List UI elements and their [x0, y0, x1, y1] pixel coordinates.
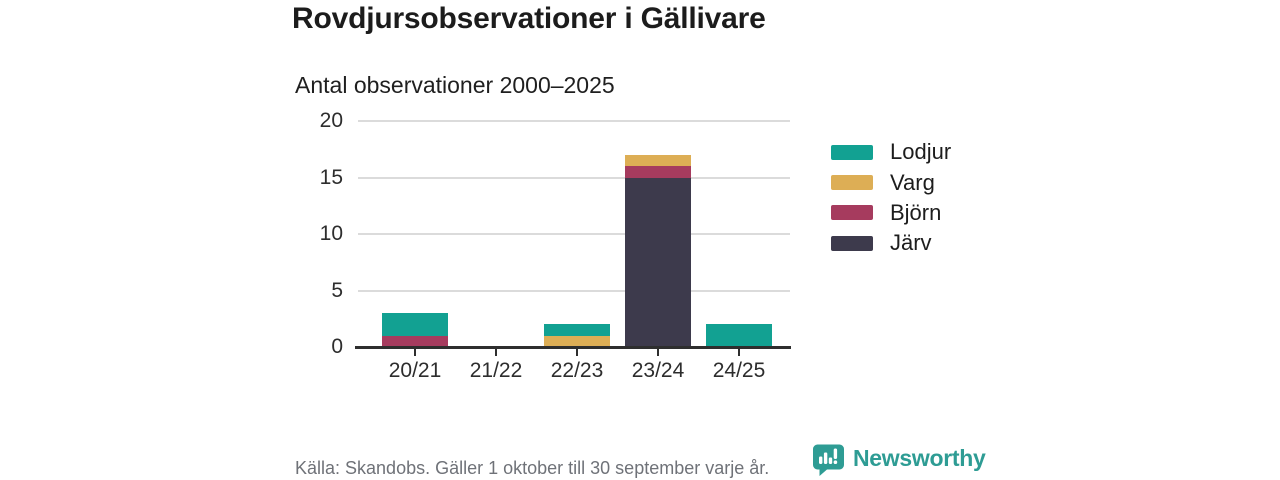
legend-swatch — [831, 144, 873, 160]
legend-item: Järv — [831, 228, 951, 258]
legend-label: Björn — [890, 199, 942, 225]
gridline — [358, 289, 790, 292]
legend-swatch — [831, 235, 873, 251]
y-axis-label: 20 — [319, 109, 343, 132]
gridline — [358, 233, 790, 235]
bar-segment-lodjur — [382, 313, 448, 336]
y-axis-label: 15 — [319, 165, 343, 189]
legend-swatch — [831, 175, 873, 191]
bar-segment-lodjur — [706, 324, 772, 347]
bar-segment-varg — [544, 335, 610, 347]
x-axis-label: 21/22 — [469, 359, 523, 382]
x-axis-tick — [495, 349, 497, 356]
newsworthy-wordmark: Newsworthy — [853, 445, 986, 471]
gridline — [358, 120, 790, 122]
x-axis-line — [355, 346, 791, 349]
x-axis-tick — [414, 349, 416, 356]
legend-label: Järv — [890, 230, 932, 256]
gridline — [358, 176, 790, 179]
newsworthy-bubble-chart-icon — [813, 444, 844, 476]
legend-item: Lodjur — [831, 137, 951, 167]
x-axis-label: 22/23 — [550, 359, 604, 382]
legend-item: Björn — [831, 198, 951, 228]
x-axis-tick — [657, 349, 659, 356]
newsworthy-logo: Newsworthy — [812, 443, 986, 477]
bar-segment-järv — [625, 177, 691, 347]
source-note: Källa: Skandobs. Gäller 1 oktober till 3… — [295, 458, 770, 478]
chart-title: Rovdjursobservationer i Gällivare — [292, 2, 766, 35]
chart-subtitle: Antal observationer 2000–2025 — [295, 72, 615, 98]
y-axis-label: 0 — [331, 335, 343, 358]
legend: Lodjur Varg Björn Järv — [831, 137, 951, 259]
x-axis-label: 23/24 — [631, 359, 685, 382]
x-axis-tick — [576, 349, 578, 356]
bar-segment-björn — [625, 166, 691, 178]
legend-swatch — [831, 205, 873, 221]
y-axis-label: 5 — [331, 278, 343, 302]
legend-item: Varg — [831, 167, 951, 197]
x-axis-label: 20/21 — [388, 359, 442, 382]
y-axis-label: 10 — [319, 222, 343, 245]
x-axis-tick — [738, 349, 740, 356]
bar-segment-lodjur — [544, 324, 610, 336]
x-axis-label: 24/25 — [712, 359, 766, 382]
bar-segment-björn — [382, 335, 448, 347]
bar-segment-varg — [625, 154, 691, 167]
legend-label: Varg — [890, 169, 935, 195]
legend-label: Lodjur — [890, 139, 952, 165]
plot-area: 0 5 10 15 20 20/21 21/22 22/23 23/24 24/25 — [320, 110, 791, 382]
